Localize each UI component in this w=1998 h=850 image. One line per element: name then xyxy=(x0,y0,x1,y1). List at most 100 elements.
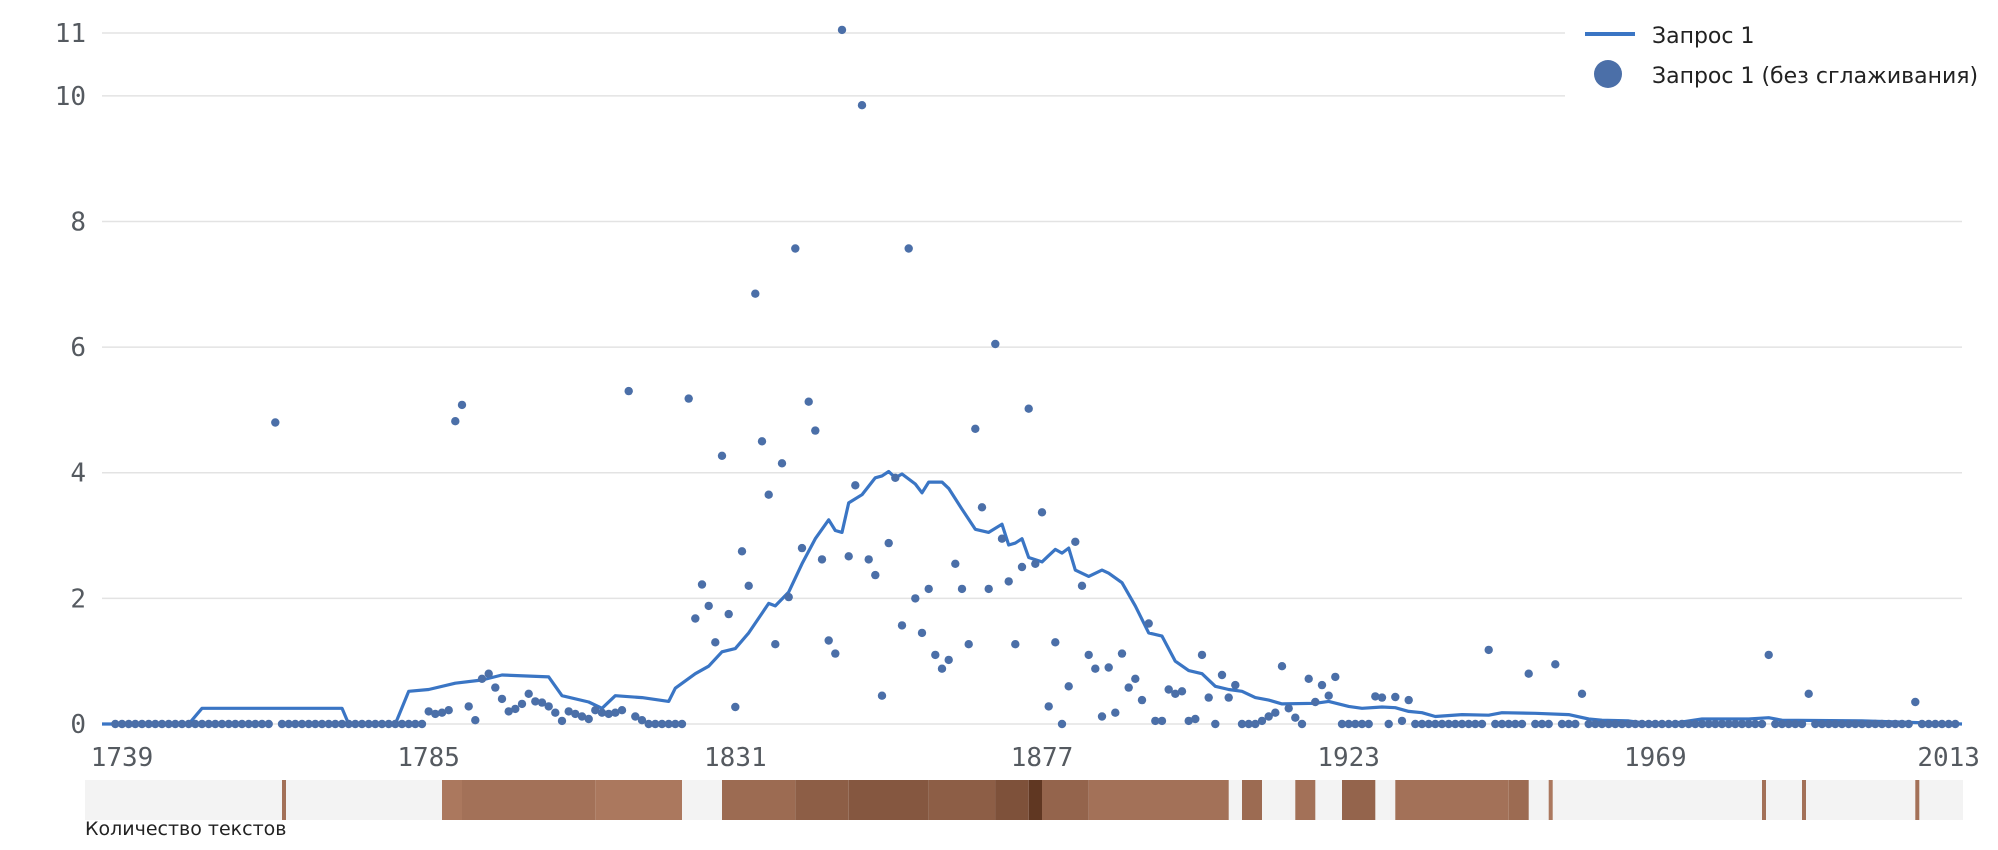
data-point xyxy=(1657,719,1667,729)
data-point xyxy=(1344,719,1353,729)
data-point xyxy=(931,650,940,660)
data-point xyxy=(1524,669,1533,678)
strip-segment xyxy=(1242,780,1262,820)
data-point xyxy=(957,584,967,594)
data-point xyxy=(1697,719,1707,729)
data-point xyxy=(1271,708,1280,717)
data-point xyxy=(1231,680,1240,690)
data-point xyxy=(1804,689,1813,698)
data-point xyxy=(737,547,747,556)
legend-dot-swatch xyxy=(1594,60,1622,88)
x-tick-label: 2013 xyxy=(1917,743,1980,773)
strip-segment xyxy=(995,780,1029,820)
data-point xyxy=(764,490,773,499)
series-line xyxy=(102,469,1963,726)
data-point xyxy=(297,719,307,729)
data-point xyxy=(671,719,680,729)
data-point xyxy=(177,719,187,729)
data-point xyxy=(1877,719,1887,729)
data-point xyxy=(1404,695,1413,705)
x-axis: 1739 1785 1831 1877 1923 1969 2013 xyxy=(91,743,1980,773)
data-point xyxy=(1364,719,1373,729)
data-point xyxy=(997,534,1007,543)
data-point xyxy=(1577,689,1587,698)
data-point xyxy=(677,719,687,729)
data-point xyxy=(111,719,120,729)
data-point xyxy=(1744,719,1753,729)
data-point xyxy=(891,473,900,482)
strip-segment xyxy=(1295,780,1316,820)
data-point xyxy=(771,640,780,649)
data-point xyxy=(1504,719,1513,729)
data-point xyxy=(691,614,700,623)
strip-segment xyxy=(595,780,682,820)
data-point xyxy=(924,584,933,594)
data-point xyxy=(1131,674,1140,683)
data-point xyxy=(211,719,220,729)
data-point xyxy=(1631,719,1640,729)
legend-label-raw: Запрос 1 (без сглаживания) xyxy=(1652,64,1978,89)
data-point xyxy=(1617,719,1627,729)
data-point xyxy=(117,719,127,729)
data-point xyxy=(1511,719,1520,729)
data-point xyxy=(1177,687,1187,696)
data-point xyxy=(1564,719,1573,729)
data-point xyxy=(1444,719,1453,729)
data-point xyxy=(1751,719,1760,729)
data-point xyxy=(1184,716,1193,726)
data-point xyxy=(551,708,560,717)
data-point xyxy=(1851,719,1860,729)
y-axis: 0 2 4 6 8 10 11 xyxy=(55,19,86,740)
data-point xyxy=(377,719,387,729)
grid-lines xyxy=(102,32,1962,725)
data-point xyxy=(884,538,893,548)
data-point xyxy=(784,592,793,602)
x-tick-label: 1923 xyxy=(1317,743,1380,773)
data-point xyxy=(984,584,993,594)
data-point xyxy=(1137,695,1147,705)
data-point xyxy=(977,503,987,512)
data-point xyxy=(791,244,800,253)
data-point xyxy=(164,719,173,729)
data-point xyxy=(284,719,293,729)
data-point xyxy=(1937,719,1947,729)
data-point xyxy=(1904,719,1913,729)
data-point xyxy=(757,437,767,446)
data-point xyxy=(1171,689,1180,698)
data-point xyxy=(1217,670,1227,680)
data-point xyxy=(1491,719,1500,729)
data-point xyxy=(244,719,253,729)
data-point xyxy=(311,719,320,729)
data-point xyxy=(697,580,707,589)
data-point xyxy=(1671,719,1680,729)
strip-segment xyxy=(722,780,796,820)
data-point xyxy=(1284,704,1293,713)
data-point xyxy=(1357,719,1367,729)
x-tick-label: 1785 xyxy=(397,743,460,773)
data-point xyxy=(517,699,527,709)
data-point xyxy=(271,418,280,427)
raw-series xyxy=(111,25,1960,729)
data-point xyxy=(597,708,607,717)
strip-segment xyxy=(848,780,929,820)
data-point xyxy=(131,719,140,729)
data-point xyxy=(157,719,167,729)
data-point xyxy=(1191,714,1200,724)
data-point xyxy=(1324,691,1333,700)
data-point xyxy=(1397,716,1407,726)
data-point xyxy=(1064,682,1073,691)
data-point xyxy=(1724,719,1733,729)
data-point xyxy=(1791,719,1800,729)
data-point xyxy=(1944,719,1953,729)
data-point xyxy=(364,719,373,729)
data-point xyxy=(1497,719,1507,729)
data-point xyxy=(1417,719,1427,729)
data-point xyxy=(1637,719,1647,729)
data-point xyxy=(1884,719,1893,729)
strip-segment xyxy=(1088,780,1229,820)
data-point xyxy=(577,712,587,721)
data-point xyxy=(1437,719,1447,729)
y-tick-label: 2 xyxy=(70,584,86,614)
data-point xyxy=(1424,719,1433,729)
data-point xyxy=(1391,692,1400,702)
